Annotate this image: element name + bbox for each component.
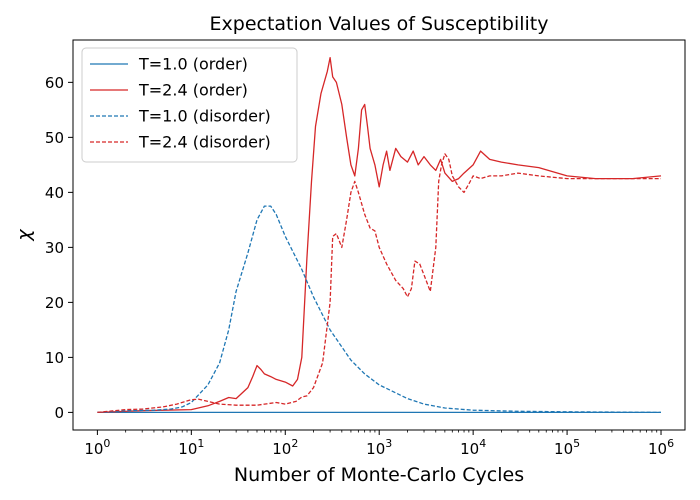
chart-title: Expectation Values of Susceptibility — [210, 13, 549, 35]
y-tick-label: 50 — [45, 129, 64, 147]
y-tick-label: 10 — [45, 349, 64, 367]
legend-label: T=1.0 (disorder) — [138, 107, 271, 126]
y-axis-label: χ — [13, 229, 35, 242]
plot-area — [97, 56, 662, 414]
x-tick-label: 105 — [554, 437, 580, 458]
series-line-3 — [97, 205, 662, 414]
legend-label: T=2.4 (disorder) — [138, 133, 271, 152]
series-line-2 — [97, 56, 662, 414]
x-axis: 100 101 102 103 104 105 106 — [84, 430, 674, 458]
y-tick-label: 20 — [45, 294, 64, 312]
legend: T=1.0 (order) T=2.4 (order) T=1.0 (disorde… — [81, 47, 298, 163]
legend-box — [81, 47, 298, 163]
x-tick-label: 100 — [84, 437, 110, 458]
x-axis-label: Number of Monte-Carlo Cycles — [234, 464, 524, 486]
legend-label: T=2.4 (order) — [138, 81, 248, 100]
y-tick-label: 0 — [54, 404, 64, 422]
x-tick-label: 103 — [366, 437, 392, 458]
y-tick-label: 40 — [45, 184, 64, 202]
x-tick-label: 102 — [272, 437, 298, 458]
x-tick-label: 106 — [648, 437, 674, 458]
series-line-4 — [97, 153, 661, 414]
y-tick-label: 30 — [45, 239, 64, 257]
x-tick-label: 101 — [178, 437, 204, 458]
y-tick-label: 60 — [45, 74, 64, 92]
y-axis: 0 10 20 30 40 50 60 — [45, 74, 73, 422]
legend-label: T=1.0 (order) — [138, 55, 248, 74]
x-tick-label: 104 — [460, 437, 486, 458]
